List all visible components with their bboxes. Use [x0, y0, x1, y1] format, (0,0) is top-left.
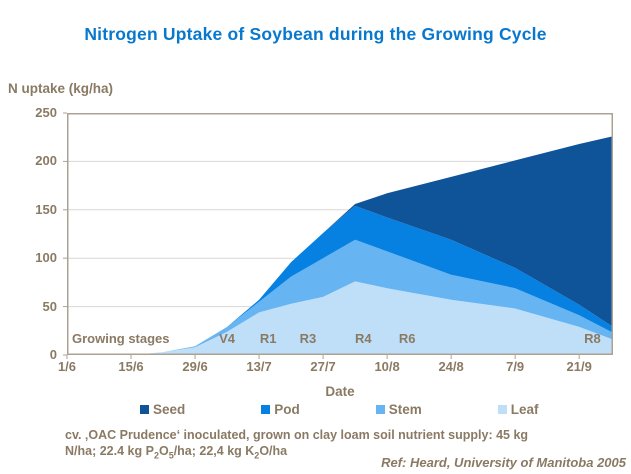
area-seed	[67, 136, 613, 355]
y-tick-label-200: 200	[35, 153, 57, 169]
footnote: cv. ‚OAC Prudence‘ inoculated, grown on …	[65, 428, 580, 464]
area-pod	[67, 205, 613, 355]
legend-swatch-pod	[261, 405, 271, 414]
y-tick-label-100: 100	[35, 250, 57, 266]
page-title: Nitrogen Uptake of Soybean during the Gr…	[84, 24, 547, 44]
area-leaf	[67, 281, 613, 355]
legend-swatch-leaf	[497, 405, 507, 414]
plot-area	[63, 112, 613, 359]
x-tick-label-13-7: 13/7	[246, 359, 272, 374]
x-tick-label-1-6: 1/6	[57, 359, 77, 374]
footnote-line2: N/ha; 22.4 kg P2O5/ha; 22,4 kg K2O/ha	[65, 443, 288, 461]
x-tick-label-24-8: 24/8	[438, 359, 464, 374]
stage-label-v4: V4	[219, 331, 235, 346]
footnote-subscript: 2	[153, 450, 159, 460]
x-tick-label-27-7: 27/7	[310, 359, 336, 374]
stage-label-r3: R3	[299, 331, 317, 346]
y-tick-label-0: 0	[49, 347, 57, 362]
footnote-text: O	[158, 443, 169, 458]
legend-item-stem: Stem	[375, 402, 422, 417]
reference-note: Ref: Heard, University of Manitoba 2005	[381, 455, 626, 470]
stage-label-r6: R6	[398, 331, 416, 346]
legend-item-pod: Pod	[261, 402, 300, 417]
legend-swatch-stem	[375, 405, 385, 414]
x-tick-label-21-9: 21/9	[566, 359, 592, 374]
x-tick-label-7-9: 7/9	[506, 359, 525, 374]
plot-border	[67, 113, 613, 355]
legend-label: Seed	[153, 402, 186, 417]
legend: Seed Pod Stem Leaf	[140, 402, 539, 417]
footnote-text: O/ha	[259, 443, 288, 458]
legend-swatch-seed	[140, 405, 149, 414]
y-tick-label-150: 150	[35, 201, 57, 217]
legend-label: Stem	[388, 402, 422, 417]
stacked-area-chart	[63, 112, 613, 359]
x-tick-label-29-6: 29/6	[182, 359, 208, 374]
legend-item-seed: Seed	[140, 402, 185, 417]
x-axis-title: Date	[325, 384, 355, 399]
stage-label-r4: R4	[355, 331, 372, 346]
footnote-text: /ha; 22,4 kg K	[173, 443, 255, 458]
y-axis-title: N uptake (kg/ha)	[8, 81, 114, 96]
footnote-text: N/ha; 22.4 kg P	[65, 443, 154, 458]
x-tick-label-15-6: 15/6	[118, 359, 144, 374]
footnote-subscript: 5	[168, 450, 174, 460]
area-stem	[67, 239, 613, 355]
legend-label: Leaf	[510, 402, 539, 417]
y-tick-label-50: 50	[42, 298, 57, 314]
footnote-line1: cv. ‚OAC Prudence‘ inoculated, grown on …	[65, 428, 529, 442]
stage-label-r8: R8	[584, 331, 601, 346]
y-tick-label-250: 250	[35, 105, 57, 120]
legend-item-leaf: Leaf	[497, 402, 539, 417]
legend-label: Pod	[274, 402, 300, 417]
stage-label-r1: R1	[259, 331, 277, 346]
footnote-subscript: 2	[254, 450, 260, 460]
x-tick-label-10-8: 10/8	[374, 359, 400, 374]
growing-stages-label: Growing stages	[72, 331, 170, 346]
